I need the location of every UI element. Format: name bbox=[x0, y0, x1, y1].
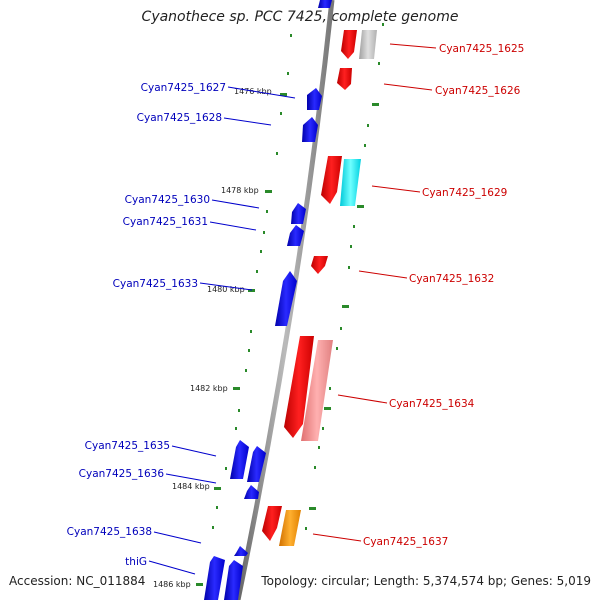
gene-arrow-reverse bbox=[359, 30, 377, 59]
major-tick bbox=[280, 93, 287, 96]
major-tick bbox=[324, 407, 331, 410]
gene-arrow-reverse bbox=[284, 336, 314, 438]
scale-label: 1482 kbp bbox=[190, 384, 228, 393]
gene-arrow-forward bbox=[234, 546, 248, 556]
major-tick bbox=[233, 387, 240, 390]
gene-label-reverse[interactable]: Cyan7425_1637 bbox=[363, 536, 448, 548]
gene-label-reverse[interactable]: Cyan7425_1632 bbox=[409, 273, 494, 285]
genome-summary-text: Topology: circular; Length: 5,374,574 bp… bbox=[261, 574, 591, 588]
accession-text: Accession: NC_011884 bbox=[9, 574, 146, 588]
gene-label-forward[interactable]: Cyan7425_1630 bbox=[125, 194, 210, 206]
scale-label: 1480 kbp bbox=[207, 285, 245, 294]
major-tick bbox=[265, 190, 272, 193]
gene-label-reverse[interactable]: Cyan7425_1629 bbox=[422, 187, 507, 199]
gene-label-forward[interactable]: Cyan7425_1628 bbox=[137, 112, 222, 124]
gene-label-reverse[interactable]: Cyan7425_1634 bbox=[389, 398, 475, 410]
major-tick bbox=[196, 583, 203, 586]
scale-label: 1478 kbp bbox=[221, 186, 259, 195]
gene-arrow-forward bbox=[318, 0, 332, 8]
gene-label-reverse[interactable]: Cyan7425_1625 bbox=[439, 43, 524, 55]
reverse-genes bbox=[262, 30, 377, 546]
gene-label-forward[interactable]: Cyan7425_1631 bbox=[123, 216, 208, 228]
major-tick bbox=[372, 103, 379, 106]
major-tick bbox=[342, 305, 349, 308]
gene-arrow-reverse bbox=[311, 256, 328, 274]
major-tick bbox=[357, 205, 364, 208]
gene-arrow-forward bbox=[230, 440, 249, 479]
reverse-connectors bbox=[312, 43, 437, 542]
gene-label-reverse[interactable]: Cyan7425_1626 bbox=[435, 85, 521, 97]
gene-arrow-forward bbox=[204, 556, 225, 600]
forward-genes bbox=[204, 0, 332, 600]
gene-arrow-forward bbox=[302, 117, 318, 142]
gene-arrow-forward bbox=[224, 560, 243, 600]
gene-arrow-reverse bbox=[340, 159, 361, 206]
gene-label-forward[interactable]: Cyan7425_1633 bbox=[113, 278, 198, 290]
major-tick bbox=[214, 487, 221, 490]
gene-arrow-forward bbox=[287, 225, 304, 246]
gene-arrow-reverse bbox=[337, 68, 352, 90]
gene-arrow-reverse bbox=[321, 156, 342, 204]
gene-arrow-reverse bbox=[279, 510, 301, 546]
scale-label: 1484 kbp bbox=[172, 482, 210, 491]
gene-arrow-forward bbox=[291, 203, 306, 224]
gene-label-forward[interactable]: thiG bbox=[125, 556, 147, 568]
map-title: Cyanothece sp. PCC 7425, complete genome bbox=[141, 9, 459, 25]
gene-label-forward[interactable]: Cyan7425_1636 bbox=[79, 468, 165, 480]
gene-arrow-reverse bbox=[301, 340, 333, 441]
gene-arrow-forward bbox=[307, 88, 322, 110]
tick-marks bbox=[196, 23, 384, 586]
major-tick bbox=[309, 507, 316, 510]
gene-arrow-reverse bbox=[262, 506, 282, 541]
gene-arrow-reverse bbox=[341, 30, 357, 59]
gene-label-forward[interactable]: Cyan7425_1627 bbox=[141, 82, 226, 94]
major-tick bbox=[248, 289, 255, 292]
forward-connectors bbox=[148, 86, 296, 575]
scale-label: 1486 kbp bbox=[153, 580, 191, 589]
gene-label-forward[interactable]: Cyan7425_1635 bbox=[85, 440, 170, 452]
gene-arrow-forward bbox=[275, 271, 297, 326]
gene-arrow-forward bbox=[244, 485, 259, 499]
gene-arrow-forward bbox=[247, 446, 266, 482]
gene-label-forward[interactable]: Cyan7425_1638 bbox=[67, 526, 152, 538]
